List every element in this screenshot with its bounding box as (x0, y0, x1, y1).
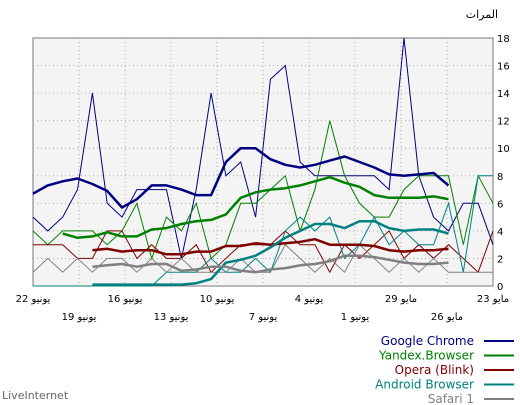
x-tick-label-upper: 23 مايو (477, 294, 509, 305)
x-tick-labels: 23 مايو 29 مايو 4 يونيو 10 يونيو 16 يونيو 22 … (16, 294, 510, 323)
x-tick-label-upper: 4 يونيو (295, 294, 324, 305)
series-safari-1-daily (32, 243, 493, 274)
x-tick-label-lower: 26 مايو (431, 312, 463, 323)
y-tick-label: 12 (497, 117, 510, 128)
y-tick-label: 2 (497, 254, 503, 265)
y-tick-label: 6 (497, 199, 503, 210)
x-tick-label-upper: 16 يونيو (108, 294, 143, 305)
series-opera-blink-average (92, 237, 449, 256)
y-tick-label: 10 (497, 144, 510, 155)
series-safari-1-average (92, 254, 449, 274)
series-yandex-browser-average (62, 175, 449, 240)
y-tick-label: 4 (497, 227, 503, 238)
legend-label-safari-1: Safari 1 (428, 392, 474, 405)
x-tick-label-lower: 19 يونيو (62, 312, 97, 323)
y-tick-label: 8 (497, 172, 503, 183)
legend-label-android-browser: Android Browser (375, 378, 474, 392)
series-android-browser-average (92, 219, 449, 286)
series-android-browser-daily (33, 175, 493, 287)
x-tick-label-lower: 7 يونيو (249, 312, 278, 323)
x-tick-label-upper: 22 يونيو (16, 294, 51, 305)
y-tick-label: 14 (497, 89, 510, 100)
y-tick-label: 0 (497, 282, 503, 293)
x-tick-label-upper: 29 مايو (385, 294, 417, 305)
legend-label-google-chrome: Google Chrome (381, 334, 474, 348)
y-tick-label: 18 (497, 34, 510, 45)
legend-label-opera-blink: Opera (Blink) (395, 363, 474, 377)
brand-label: LiveInternet (2, 389, 69, 402)
series-yandex-browser-daily (32, 120, 494, 261)
x-tick-label-upper: 10 يونيو (200, 294, 235, 305)
y-tick-labels: 0 2 4 6 8 10 12 14 16 18 (497, 34, 510, 293)
x-tick-label-lower: 1 يونيو (341, 312, 370, 323)
x-tick-label-lower: 13 يونيو (154, 312, 189, 323)
series-google-chrome-daily (32, 37, 494, 259)
y-axis-title: المرات (466, 8, 498, 21)
series-average-lines (32, 146, 450, 286)
legend-label-yandex-browser: Yandex.Browser (378, 349, 474, 363)
series-google-chrome-average (32, 146, 450, 209)
y-tick-label: 16 (497, 62, 510, 73)
